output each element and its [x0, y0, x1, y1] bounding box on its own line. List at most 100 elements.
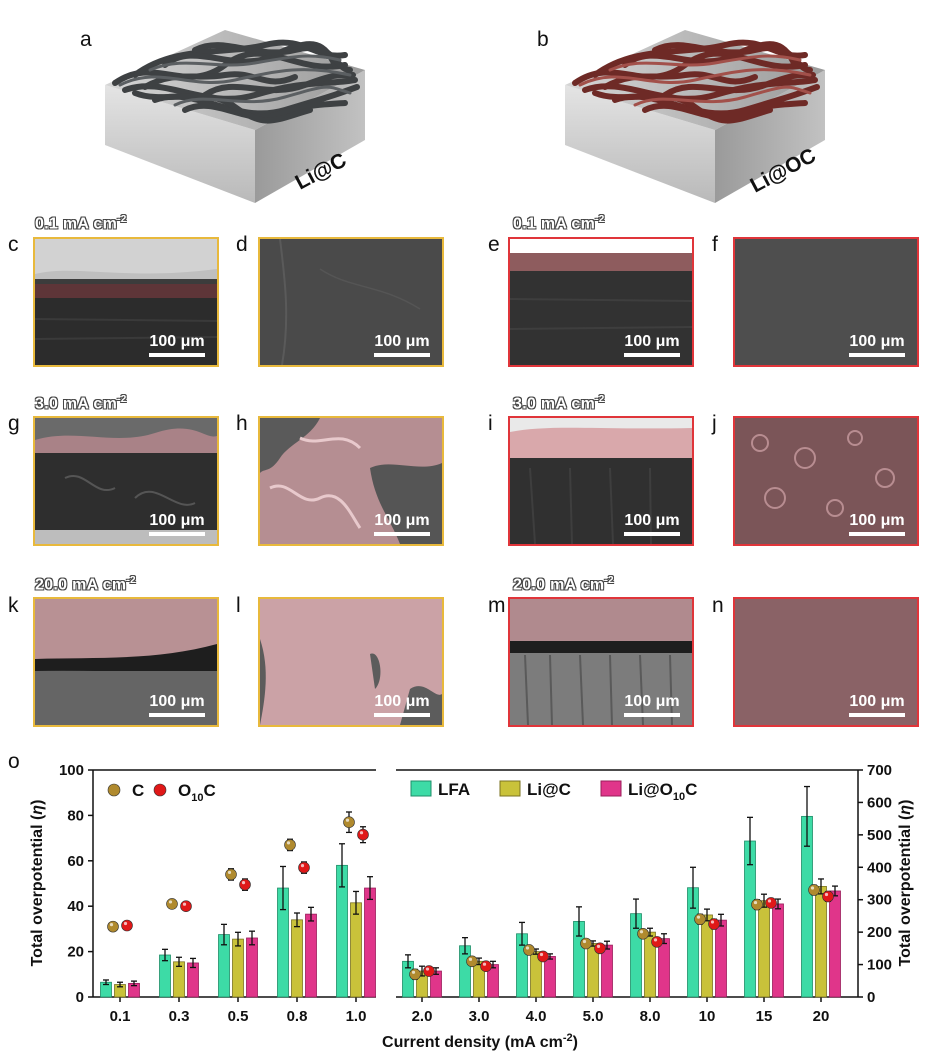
scale-bar-e: 100 μm [624, 333, 680, 357]
sem-image-d: 100 μm [258, 237, 444, 367]
left-y-tick-label: 60 [67, 853, 84, 870]
point-left-O10C [239, 878, 251, 891]
sem-image-e: 100 μm [508, 237, 694, 367]
point-left-O10C [298, 861, 310, 874]
panel-label-l: l [236, 594, 241, 617]
x-tick-label: 4.0 [526, 1008, 547, 1025]
scale-bar-f: 100 μm [849, 333, 905, 357]
legend-label-c: C [132, 781, 144, 800]
current-label-i: 3.0 mA cm-2 [513, 394, 605, 413]
right-y-tick-label: 100 [867, 957, 892, 974]
sem-image-m: 100 μm [508, 597, 694, 727]
scale-bar-g: 100 μm [149, 512, 205, 536]
panel-label-b: b [537, 28, 549, 51]
bar-right-Li@O10C [829, 890, 841, 998]
panel-label-j: j [712, 412, 717, 435]
bar-left-Li@C [291, 919, 303, 998]
right-y-tick-label: 500 [867, 827, 892, 844]
point-right-O10C [765, 897, 777, 909]
sem-image-j: 100 μm [733, 416, 919, 546]
current-label-k: 20.0 mA cm-2 [35, 575, 136, 594]
point-highlight [525, 946, 530, 950]
point-highlight [824, 892, 829, 897]
li-c-block-illustration: Li@C [105, 30, 365, 203]
point-highlight [182, 902, 187, 906]
point-highlight [425, 967, 430, 971]
right-y-tick-label: 0 [867, 989, 875, 1006]
point-right-O10C [651, 936, 663, 948]
point-highlight [359, 831, 364, 835]
point-highlight [168, 900, 173, 904]
point-right-O10C [822, 890, 834, 903]
point-highlight [810, 886, 815, 890]
x-tick-label: 0.5 [228, 1008, 249, 1025]
sem-image-f: 100 μm [733, 237, 919, 367]
scale-bar-m: 100 μm [624, 693, 680, 717]
x-tick-label: 3.0 [469, 1008, 490, 1025]
point-left-C [166, 898, 178, 910]
point-right-C [409, 968, 421, 981]
right-y-tick-label: 300 [867, 892, 892, 909]
panel-label-k: k [8, 594, 19, 617]
point-right-C [580, 937, 592, 950]
right-y-tick-label: 200 [867, 924, 892, 941]
point-highlight [241, 881, 246, 885]
point-left-O10C [121, 919, 133, 932]
current-label-e: 0.1 mA cm-2 [513, 214, 605, 233]
sem-image-c: 100 μm [33, 237, 219, 367]
sem-image-k: 100 μm [33, 597, 219, 727]
scale-bar-c: 100 μm [149, 333, 205, 357]
x-tick-label: 10 [699, 1008, 716, 1025]
scale-bar-d: 100 μm [374, 333, 430, 357]
bar-left-Li@C [232, 938, 244, 998]
bar-right-Li@O10C [544, 956, 556, 998]
bar-left-Li@C [173, 961, 185, 998]
x-tick-label: 0.1 [110, 1008, 131, 1025]
legend-label-lic: Li@C [527, 780, 571, 799]
point-right-O10C [594, 942, 606, 955]
point-highlight [468, 957, 473, 961]
point-right-O10C [423, 965, 435, 977]
point-highlight [286, 841, 291, 845]
legend-swatch-lfa [410, 780, 432, 797]
panel-label-i: i [488, 412, 493, 435]
point-left-C [225, 868, 237, 881]
left-y-tick-label: 80 [67, 807, 84, 824]
panel-label-h: h [236, 412, 248, 435]
current-label-c: 0.1 mA cm-2 [35, 214, 127, 233]
point-highlight [710, 920, 715, 924]
point-highlight [653, 938, 658, 942]
legend-marker-c [107, 783, 121, 797]
point-right-O10C [480, 960, 492, 972]
legend-label-lfa: LFA [438, 780, 470, 799]
panel-label-e: e [488, 233, 500, 256]
point-left-O10C [357, 828, 369, 841]
x-tick-label: 5.0 [583, 1008, 604, 1025]
point-highlight [300, 864, 305, 868]
point-highlight [596, 944, 601, 948]
right-y-tick-label: 700 [867, 762, 892, 779]
point-highlight [482, 962, 487, 966]
point-highlight [109, 923, 114, 927]
bar-right-Li@O10C [772, 903, 784, 998]
panel-label-n: n [712, 594, 724, 617]
point-right-C [751, 898, 763, 911]
point-right-C [694, 913, 706, 925]
bar-right-Li@O10C [715, 919, 727, 998]
point-right-O10C [537, 950, 549, 963]
sem-image-l: 100 μm [258, 597, 444, 727]
scale-bar-h: 100 μm [374, 512, 430, 536]
x-tick-label: 0.8 [287, 1008, 308, 1025]
legend-marker-o10c [153, 783, 167, 797]
legend-swatch-lio10c [600, 780, 622, 797]
right-y-axis-title: Total overpotential (η) [897, 800, 914, 967]
x-tick-label: 20 [813, 1008, 830, 1025]
point-highlight [582, 939, 587, 944]
point-right-O10C [708, 918, 720, 930]
bar-left-Li@O10C [305, 913, 317, 998]
x-tick-label: 2.0 [412, 1008, 433, 1025]
sem-image-h: 100 μm [258, 416, 444, 546]
point-highlight [696, 915, 701, 919]
bar-right-Li@C [815, 886, 827, 998]
point-right-C [523, 944, 535, 956]
